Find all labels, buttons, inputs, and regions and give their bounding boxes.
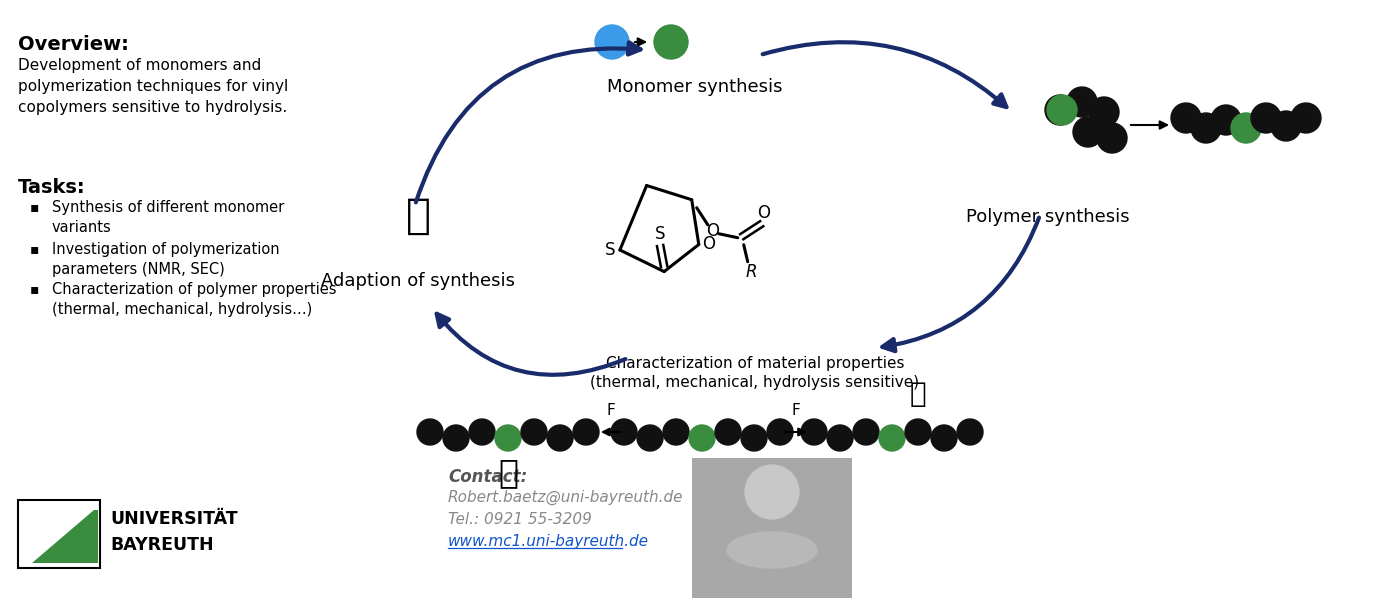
Text: ▪: ▪ [30, 200, 40, 214]
Circle shape [1045, 95, 1075, 125]
Circle shape [827, 425, 853, 451]
Text: ▪: ▪ [30, 242, 40, 256]
Circle shape [741, 425, 768, 451]
Text: UNIVERSITÄT
BAYREUTH: UNIVERSITÄT BAYREUTH [110, 510, 237, 554]
Circle shape [1171, 103, 1202, 133]
Text: 💡: 💡 [405, 195, 430, 237]
FancyBboxPatch shape [692, 458, 852, 598]
Ellipse shape [728, 532, 817, 568]
Circle shape [637, 425, 663, 451]
Circle shape [663, 419, 689, 445]
Circle shape [418, 419, 442, 445]
Text: ▪: ▪ [30, 282, 40, 296]
Circle shape [745, 465, 799, 519]
Text: Characterization of material properties
(thermal, mechanical, hydrolysis sensiti: Characterization of material properties … [590, 356, 919, 390]
Circle shape [768, 419, 792, 445]
Circle shape [715, 419, 741, 445]
Circle shape [932, 425, 956, 451]
Text: Adaption of synthesis: Adaption of synthesis [321, 272, 515, 290]
Text: S: S [655, 224, 666, 243]
Circle shape [1047, 95, 1078, 125]
Bar [18, 500, 101, 568]
Text: F: F [606, 403, 616, 418]
Text: 🔥: 🔥 [497, 456, 518, 489]
Text: Development of monomers and
polymerization techniques for vinyl
copolymers sensi: Development of monomers and polymerizati… [18, 58, 288, 115]
Circle shape [1291, 103, 1322, 133]
Circle shape [905, 419, 932, 445]
Circle shape [1073, 117, 1102, 147]
Text: O: O [706, 222, 719, 240]
Text: 💧: 💧 [909, 380, 926, 408]
Text: Monomer synthesis: Monomer synthesis [608, 78, 783, 96]
Circle shape [1089, 97, 1119, 127]
Circle shape [1097, 123, 1127, 153]
Circle shape [1231, 113, 1261, 143]
Text: O: O [703, 235, 715, 254]
Text: Contact:: Contact: [448, 468, 528, 486]
Circle shape [879, 425, 905, 451]
Circle shape [1191, 113, 1221, 143]
Text: Synthesis of different monomer
variants: Synthesis of different monomer variants [52, 200, 284, 235]
Text: O: O [757, 204, 770, 222]
Text: Investigation of polymerization
parameters (NMR, SEC): Investigation of polymerization paramete… [52, 242, 280, 277]
Circle shape [853, 419, 879, 445]
Circle shape [521, 419, 547, 445]
Circle shape [801, 419, 827, 445]
Text: www.mc1.uni-bayreuth.de: www.mc1.uni-bayreuth.de [448, 534, 649, 549]
Text: Tasks:: Tasks: [18, 178, 85, 197]
Text: F: F [791, 403, 801, 418]
Circle shape [547, 425, 573, 451]
Text: S: S [605, 241, 615, 259]
Circle shape [573, 419, 599, 445]
Circle shape [469, 419, 495, 445]
Text: Tel.: 0921 55-3209: Tel.: 0921 55-3209 [448, 512, 593, 527]
Circle shape [1067, 87, 1097, 117]
Circle shape [655, 25, 688, 59]
Circle shape [1271, 111, 1301, 141]
Circle shape [442, 425, 469, 451]
Text: Characterization of polymer properties
(thermal, mechanical, hydrolysis…): Characterization of polymer properties (… [52, 282, 336, 317]
Circle shape [956, 419, 983, 445]
Polygon shape [32, 510, 98, 563]
Text: Polymer synthesis: Polymer synthesis [966, 208, 1130, 226]
Circle shape [1251, 103, 1282, 133]
Text: Overview:: Overview: [18, 35, 130, 54]
Circle shape [495, 425, 521, 451]
Text: R: R [745, 263, 758, 281]
Circle shape [610, 419, 637, 445]
Text: Robert.baetz@uni-bayreuth.de: Robert.baetz@uni-bayreuth.de [448, 490, 683, 505]
Circle shape [689, 425, 715, 451]
Circle shape [1211, 105, 1242, 135]
Circle shape [595, 25, 628, 59]
